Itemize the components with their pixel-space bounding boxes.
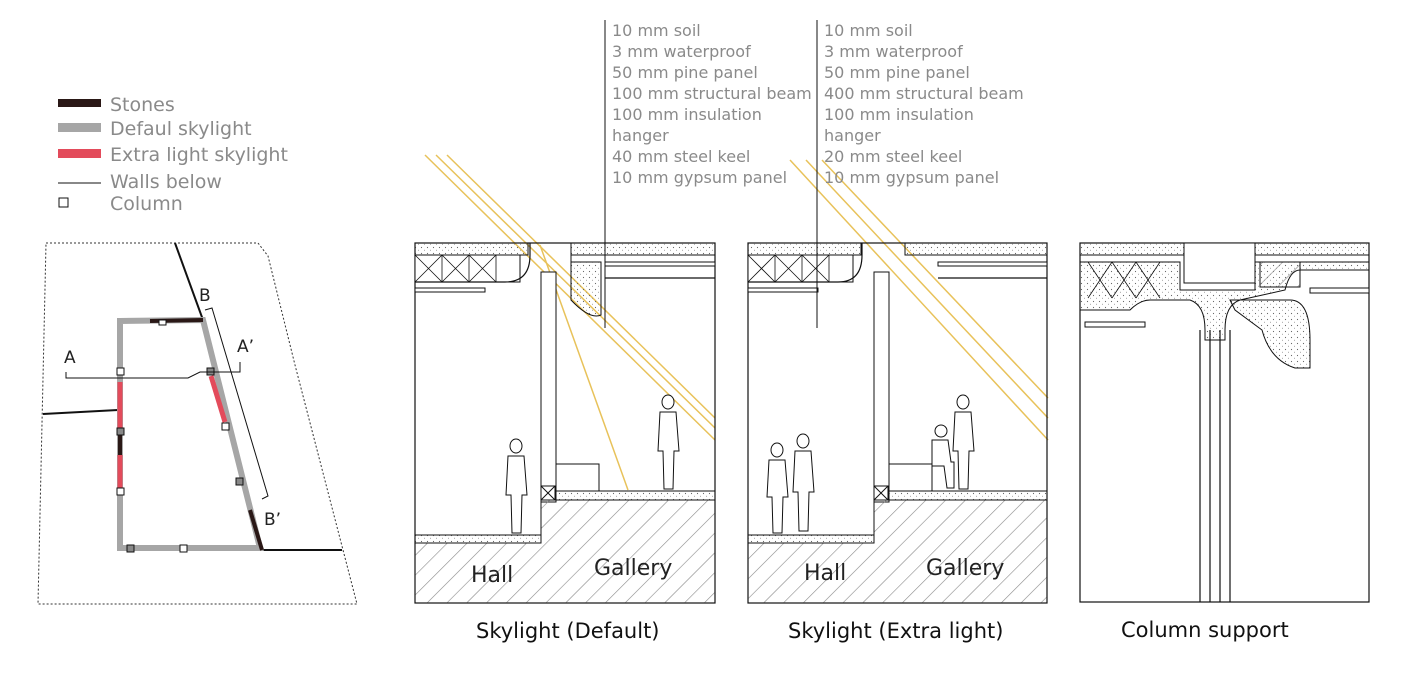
legend-item-column: Column [58, 193, 183, 215]
legend: Stones Defaul skylight Extra light skyli… [58, 94, 288, 215]
section-line-b [204, 307, 269, 500]
roof-slab [414, 242, 529, 256]
extra-light-segments [117, 375, 228, 488]
person-figure [766, 442, 789, 534]
column-marker [221, 422, 230, 431]
ground-hatch [414, 499, 716, 604]
extra-light-skylight-swatch [58, 149, 101, 158]
column-marker [116, 367, 125, 376]
spec-line: 10 mm soil [824, 21, 913, 40]
column-marker [116, 487, 125, 496]
column-swatch [58, 197, 69, 208]
person-figure [792, 433, 815, 532]
plan-label-b-prime: B’ [264, 510, 281, 530]
legend-label-column: Column [110, 193, 183, 215]
column-marker [179, 544, 188, 553]
gallery-label: Gallery [926, 556, 1004, 581]
legend-item-walls-below: Walls below [58, 171, 222, 193]
stone-column-marker [235, 477, 244, 486]
spec-line: 10 mm gypsum panel [612, 168, 787, 187]
spec-line: 400 mm structural beam [824, 84, 1024, 103]
person-figure [657, 394, 680, 490]
roof-beam [414, 254, 521, 283]
spec-line: hanger [824, 126, 881, 145]
caption-extra-light: Skylight (Extra light) [788, 619, 1003, 643]
site-plan: A A’ B B’ [37, 242, 358, 605]
stones-swatch [58, 99, 101, 107]
default-skylight-swatch [58, 123, 101, 132]
truss [414, 254, 497, 283]
spec-line: 3 mm waterproof [824, 42, 963, 61]
plan-columns [116, 319, 244, 553]
person-figure [931, 424, 955, 489]
legend-label-default-skylight: Defaul skylight [110, 118, 252, 140]
spec-line: 50 mm pine panel [824, 63, 970, 82]
legend-label-stones: Stones [110, 94, 175, 116]
spec-list-extra-light: 10 mm soil 3 mm waterproof 50 mm pine pa… [824, 21, 1024, 187]
legend-item-default-skylight: Defaul skylight [58, 118, 252, 140]
column-shaft [1199, 330, 1231, 602]
spec-line: 20 mm steel keel [824, 147, 962, 166]
spec-line: 10 mm soil [612, 21, 701, 40]
person-figure [505, 438, 528, 534]
section-column-support: Column support [1079, 242, 1370, 642]
section-default: Hall Gallery Skylight (Default) [414, 20, 716, 643]
spec-line: 100 mm insulation [612, 105, 762, 124]
section-line-a [65, 362, 241, 379]
caption-column-support: Column support [1121, 618, 1289, 642]
plan-label-a: A [64, 348, 76, 368]
spec-line: 40 mm steel keel [612, 147, 750, 166]
caption-default: Skylight (Default) [476, 619, 660, 643]
walls-below [42, 242, 342, 551]
hall-label: Hall [804, 561, 846, 586]
person-figure [952, 394, 975, 490]
sun-rays [789, 159, 1049, 441]
spec-line: 100 mm insulation [824, 105, 974, 124]
legend-label-extra-light: Extra light skylight [110, 144, 288, 166]
spec-list-default: 10 mm soil 3 mm waterproof 50 mm pine pa… [612, 21, 812, 187]
plan-label-b: B [199, 286, 211, 306]
legend-item-stones: Stones [58, 94, 175, 116]
spec-line: 50 mm pine panel [612, 63, 758, 82]
section-extra-light: Hall Gallery Skylight (Extra light) [747, 20, 1049, 643]
hall-label: Hall [471, 563, 513, 588]
stone-column-marker [126, 544, 135, 553]
column-marker [158, 319, 167, 326]
plan-label-a-prime: A’ [237, 337, 254, 357]
spec-line: 3 mm waterproof [612, 42, 751, 61]
site-boundary [37, 242, 358, 605]
spec-line: hanger [612, 126, 669, 145]
spec-line: 100 mm structural beam [612, 84, 812, 103]
legend-label-walls-below: Walls below [110, 171, 222, 193]
stone-column-marker [116, 427, 125, 436]
legend-item-extra-light-skylight: Extra light skylight [58, 144, 288, 166]
gallery-label: Gallery [594, 556, 672, 581]
spec-line: 10 mm gypsum panel [824, 168, 999, 187]
